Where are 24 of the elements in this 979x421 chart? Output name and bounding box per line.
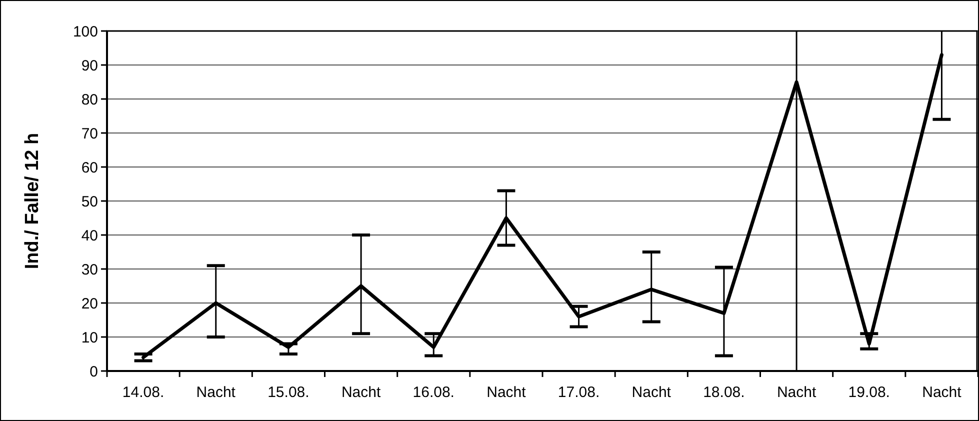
x-tick-label: 19.08. [848,384,890,401]
x-tick-label: 17.08. [558,384,600,401]
x-tick-label: Nacht [776,384,817,401]
y-tick-label: 50 [81,193,98,210]
y-tick-label: 100 [72,23,98,40]
x-tick-label: 14.08. [122,384,164,401]
x-tick-label: Nacht [922,384,962,401]
y-tick-label: 30 [81,261,98,278]
y-tick-label: 0 [90,363,98,380]
y-axis-title: Ind./ Falle/ 12 h [22,132,43,270]
y-tick-label: 60 [81,159,98,176]
y-tick-label: 90 [81,57,98,74]
y-tick-label: 70 [81,125,98,142]
x-tick-label: 16.08. [412,384,454,401]
y-tick-label: 40 [81,227,98,244]
x-tick-label: Nacht [632,384,672,401]
x-tick-label: 15.08. [268,384,310,401]
y-tick-label: 80 [81,91,98,108]
x-tick-label: Nacht [196,384,236,401]
x-tick-label: Nacht [486,384,527,401]
x-tick-label: 18.08. [703,384,745,401]
y-tick-label: 10 [81,329,98,346]
x-tick-label: Nacht [341,384,382,401]
y-tick-label: 20 [81,295,98,312]
